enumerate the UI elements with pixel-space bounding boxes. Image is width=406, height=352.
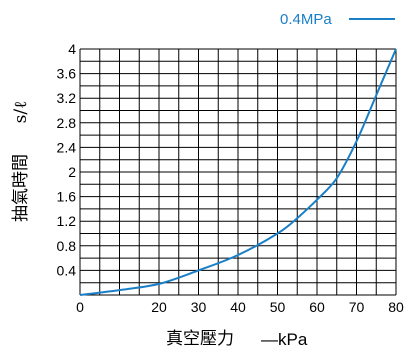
legend-label: 0.4MPa	[280, 11, 332, 28]
legend: 0.4MPa	[280, 11, 395, 28]
x-tick-label: 20	[151, 299, 167, 315]
y-tick-label: 2	[68, 164, 76, 180]
series-lines	[79, 48, 397, 296]
y-tick-label: 3.6	[57, 66, 77, 82]
x-tick-labels: 0 20 30 40 50 60 70 80	[76, 299, 404, 315]
y-tick-label: 0.4	[57, 262, 77, 278]
x-tick-label: 60	[309, 299, 325, 315]
x-axis-unit: —kPa	[261, 330, 308, 349]
x-tick-label: 70	[349, 299, 365, 315]
y-axis-label: 抽氣時間	[11, 154, 31, 222]
series-line	[79, 48, 397, 296]
x-tick-label: 80	[388, 299, 404, 315]
y-tick-label: 1.6	[57, 189, 77, 205]
y-tick-label: 3.2	[57, 90, 77, 106]
x-tick-label: 50	[270, 299, 286, 315]
y-tick-label: 4	[68, 41, 76, 57]
y-tick-label: 1.2	[57, 213, 77, 229]
grid	[79, 48, 397, 296]
y-tick-label: 2.4	[57, 139, 77, 155]
x-axis-label: 真空壓力	[166, 329, 234, 349]
y-tick-labels: 0.4 0.8 1.2 1.6 2 2.4 2.8 3.2 3.6 4	[57, 41, 77, 278]
x-tick-label: 40	[230, 299, 246, 315]
x-tick-label: 0	[76, 299, 84, 315]
y-tick-label: 0.8	[57, 238, 77, 254]
x-tick-label: 30	[191, 299, 207, 315]
y-tick-label: 2.8	[57, 115, 77, 131]
y-axis-unit: s/ℓ	[11, 101, 31, 124]
